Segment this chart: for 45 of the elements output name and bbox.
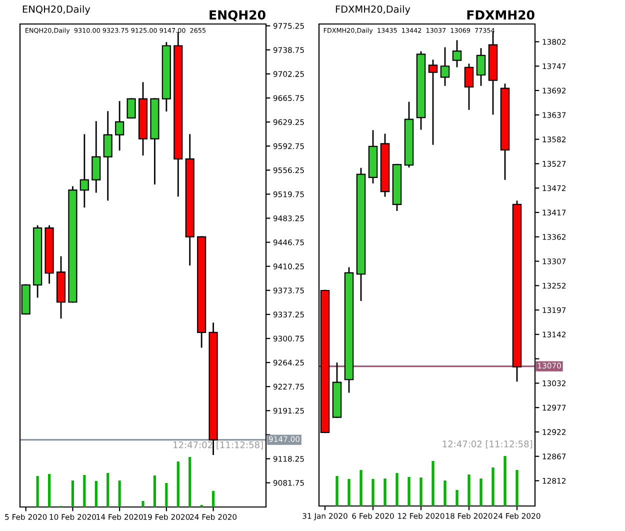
bar <box>516 470 518 506</box>
bar <box>480 478 482 506</box>
bar <box>153 476 156 507</box>
candlestick <box>115 101 124 151</box>
text: FDXMH20 <box>467 10 534 20</box>
bar <box>348 479 350 506</box>
bar <box>384 478 386 506</box>
annotation: 12:47:02 [11:12:58] <box>442 440 532 448</box>
bar <box>48 474 51 507</box>
candlestick <box>103 111 112 201</box>
bar <box>83 475 86 507</box>
bar <box>106 473 110 507</box>
bar <box>360 470 362 506</box>
candlestick <box>476 48 486 86</box>
bar <box>468 474 470 506</box>
candlestick <box>452 40 462 68</box>
bar <box>504 456 506 506</box>
bar <box>408 477 410 506</box>
bar <box>432 461 434 506</box>
bar <box>36 476 39 507</box>
annotation: 12:47:02 [11:12:58] <box>174 441 263 450</box>
bar <box>444 480 446 506</box>
candlestick <box>428 60 438 145</box>
bar <box>336 476 338 506</box>
bar <box>212 491 215 507</box>
candlestick <box>92 121 101 193</box>
bar <box>372 479 374 506</box>
candlestick <box>126 98 136 119</box>
bar <box>94 481 98 507</box>
chart-title: FDXMH20,Daily <box>336 5 410 15</box>
chart-title: ENQH20,Daily <box>22 5 90 15</box>
bar <box>165 483 168 507</box>
bar <box>71 480 74 507</box>
bar <box>456 490 458 506</box>
candlestick <box>80 134 89 208</box>
bar <box>176 462 180 507</box>
bar <box>118 480 121 507</box>
bar <box>492 468 494 506</box>
bar <box>142 501 144 507</box>
bar <box>188 457 192 507</box>
candlestick <box>464 64 474 110</box>
text: ENQH20 <box>210 10 266 22</box>
bar <box>396 473 398 506</box>
candlestick <box>440 47 450 86</box>
bar <box>420 478 422 506</box>
